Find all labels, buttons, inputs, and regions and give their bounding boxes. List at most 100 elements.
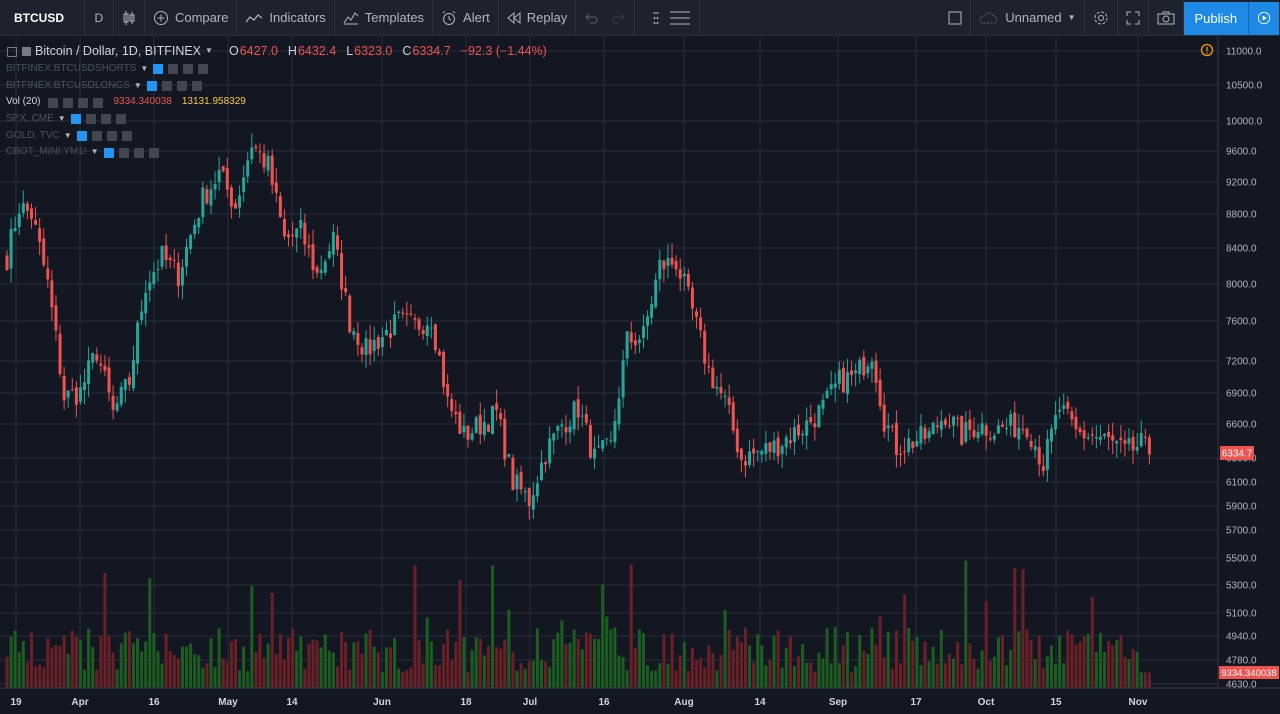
templates-button[interactable]: Templates (335, 0, 434, 35)
alert-warning-icon[interactable] (1200, 43, 1214, 57)
price-chart[interactable]: 11000.0 10500.0 10000.0 9600.0 9200.0 8800.0 8… (0, 36, 1280, 714)
volume-bar (352, 642, 356, 688)
volume-study-row[interactable]: Vol (20) 9334.340038 13131.958329 (6, 94, 547, 111)
close-icon[interactable] (191, 81, 202, 92)
price-axis[interactable]: 11000.0 10500.0 10000.0 9600.0 9200.0 8800.0 8… (1226, 47, 1263, 691)
chart-type-button[interactable] (114, 0, 145, 35)
volume-bar (172, 654, 176, 688)
overlay-row[interactable]: GOLD, TVC ▼ (6, 128, 547, 145)
settings-icon[interactable] (85, 114, 96, 125)
close-icon[interactable] (121, 131, 132, 142)
publish-options-button[interactable] (1248, 1, 1280, 35)
publish-button[interactable]: Publish (1183, 1, 1249, 35)
overlay-row[interactable]: SPX, CME ▼ (6, 111, 547, 128)
symbol-search[interactable]: BTCUSD (0, 0, 85, 35)
indicators-icon (245, 13, 263, 22)
chevron-down-icon[interactable]: ▼ (205, 46, 213, 56)
layout-name-button[interactable]: Unnamed ▼ (971, 0, 1085, 35)
volume-bar (960, 664, 964, 688)
time-axis[interactable]: 19 Apr 16 May 14 Jun 18 Jul 16 Aug 14 Sep 17 Oct 15 Nov (10, 697, 1147, 708)
price-candles (5, 133, 1151, 520)
candle-body (923, 427, 927, 440)
study-row[interactable]: BITFINEX:BTCUSDSHORTS ▼ (6, 61, 547, 78)
volume-bar (903, 594, 907, 688)
volume-study-name: Vol (20) (6, 96, 41, 108)
replay-button[interactable]: Replay (499, 0, 577, 35)
settings-icon[interactable] (161, 81, 172, 92)
chevron-down-icon[interactable]: ▼ (140, 64, 149, 73)
volume-bar (1025, 629, 1029, 688)
settings-icon[interactable] (63, 97, 74, 108)
chevron-down-icon[interactable]: ▼ (63, 130, 72, 140)
volume-bar (613, 627, 617, 688)
eye-icon[interactable] (48, 97, 59, 108)
close-icon[interactable] (115, 114, 126, 125)
candle-body (1001, 424, 1005, 427)
eye-icon[interactable] (153, 64, 164, 75)
candle-body (433, 324, 437, 351)
snapshot-button[interactable] (1149, 0, 1184, 35)
volume-bar (233, 638, 237, 688)
eye-icon[interactable] (70, 114, 81, 125)
menu-button[interactable] (661, 0, 701, 35)
candle-body (246, 160, 250, 177)
candle-body (980, 423, 984, 435)
chevron-down-icon[interactable]: ▼ (133, 80, 142, 90)
chevron-down-icon[interactable]: ▼ (90, 147, 99, 157)
more-icon[interactable] (176, 81, 187, 92)
volume-bar (25, 661, 29, 688)
compare-button[interactable]: Compare (145, 0, 238, 35)
volume-bar (131, 643, 135, 688)
study-row[interactable]: BITFINEX:BTCUSDLONGS ▼ (6, 78, 547, 95)
candle-body (413, 318, 417, 320)
volume-bar (919, 665, 923, 688)
select-toggle[interactable] (940, 0, 972, 35)
close-icon[interactable] (198, 64, 209, 75)
close-icon[interactable] (148, 147, 159, 158)
volume-bar (780, 667, 784, 688)
candle-body (401, 312, 405, 314)
alert-button[interactable]: Alert (433, 0, 499, 35)
indicators-button[interactable]: Indicators (237, 0, 335, 35)
eye-icon[interactable] (146, 81, 157, 92)
more-icon[interactable] (133, 147, 144, 158)
drag-handle[interactable] (651, 0, 661, 35)
candle-body (376, 337, 380, 349)
volume-bar (699, 657, 703, 688)
volume-bar (331, 652, 335, 688)
more-icon[interactable] (183, 64, 194, 75)
candles-icon (123, 10, 135, 25)
more-icon[interactable] (78, 97, 89, 108)
settings-icon[interactable] (168, 64, 179, 75)
eye-icon[interactable] (76, 131, 87, 142)
interval-button[interactable]: D (85, 0, 114, 35)
candle-body (894, 422, 898, 455)
redo-icon[interactable] (612, 12, 626, 24)
candle-body (1098, 436, 1102, 440)
price-tick-label: 10500.0 (1226, 81, 1263, 92)
candle-body (735, 428, 739, 453)
settings-icon[interactable] (118, 147, 129, 158)
fullscreen-button[interactable] (1118, 0, 1149, 35)
candle-body (952, 416, 956, 426)
candle-body (695, 311, 699, 317)
chevron-down-icon[interactable]: ▼ (57, 114, 66, 124)
settings-icon[interactable] (91, 131, 102, 142)
camera-icon (1157, 11, 1175, 24)
volume-bar (78, 639, 82, 688)
candle-body (992, 435, 996, 440)
overlay-row[interactable]: CBOT_MINI:YM1! ▼ (6, 144, 547, 161)
volume-bar (123, 632, 127, 688)
volume-bar (535, 628, 539, 688)
collapse-icon[interactable] (7, 46, 17, 57)
close-icon[interactable] (93, 97, 104, 108)
time-tick-label: 14 (286, 697, 298, 708)
undo-icon[interactable] (584, 12, 598, 24)
candle-body (486, 425, 490, 432)
main-series-legend[interactable]: Bitcoin / Dollar, 1D, BITFINEX ▼ O 6427.0… (6, 42, 547, 61)
settings-button[interactable] (1085, 0, 1118, 35)
candle-body (421, 330, 425, 335)
more-icon[interactable] (100, 114, 111, 125)
eye-icon[interactable] (103, 147, 114, 158)
more-icon[interactable] (106, 131, 117, 142)
